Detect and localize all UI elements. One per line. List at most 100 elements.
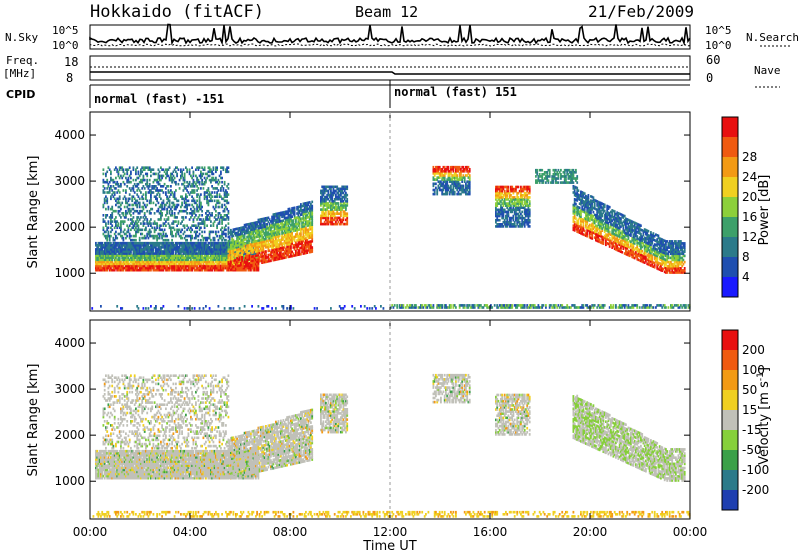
scatter-cell — [120, 182, 122, 186]
scatter-cell — [128, 266, 131, 270]
scatter-cell — [156, 258, 158, 262]
scatter-cell — [203, 266, 206, 270]
scatter-cell — [118, 268, 121, 272]
scatter-cell — [225, 250, 227, 253]
scatter-cell — [165, 256, 167, 259]
scatter-cell — [173, 176, 176, 180]
scatter-cell — [187, 258, 190, 262]
scatter-cell — [225, 244, 227, 247]
scatter-cell — [112, 262, 115, 266]
scatter-cell — [128, 166, 131, 169]
scatter-cell — [232, 234, 235, 238]
scatter-cell — [188, 203, 191, 207]
scatter-cell — [225, 224, 227, 227]
scatter-cell — [136, 241, 139, 245]
scatter-cell — [101, 241, 104, 245]
scatter-cell — [223, 254, 226, 257]
scatter-cell — [112, 248, 115, 251]
scatter-cell — [211, 268, 213, 272]
scatter-cell — [156, 241, 158, 245]
scatter-cell — [121, 254, 124, 257]
scatter-cell — [103, 254, 106, 257]
scatter-cell — [161, 258, 163, 262]
scatter-cell — [160, 262, 162, 266]
scatter-cell — [113, 266, 116, 270]
scatter-cell — [190, 252, 192, 255]
scatter-cell — [191, 166, 193, 169]
scatter-cell — [146, 218, 149, 221]
scatter-cell — [157, 244, 160, 247]
scatter-cell — [196, 262, 198, 266]
scatter-cell — [202, 264, 205, 268]
scatter-cell — [227, 222, 230, 225]
scatter-cell — [190, 248, 192, 251]
scatter-cell — [221, 258, 223, 262]
scatter-cell — [138, 246, 141, 249]
scatter-cell — [132, 266, 135, 270]
scatter-cell — [223, 246, 226, 249]
scatter-cell — [190, 250, 192, 253]
scatter-cell — [175, 252, 177, 255]
scatter-cell — [158, 193, 161, 196]
scatter-cell — [168, 262, 171, 266]
scatter-cell — [97, 268, 100, 272]
scatter-cell — [216, 260, 218, 264]
scatter-cell — [227, 201, 230, 205]
scatter-cell — [191, 248, 193, 251]
scatter-cell — [131, 266, 134, 270]
scatter-cell — [152, 168, 155, 171]
scatter-cell — [113, 260, 116, 264]
scatter-cell — [193, 260, 196, 264]
scatter-cell — [155, 203, 157, 207]
scatter-cell — [220, 241, 222, 245]
scatter-cell — [196, 264, 198, 268]
scatter-cell — [95, 266, 97, 270]
scatter-cell — [127, 244, 130, 247]
scatter-cell — [146, 246, 149, 249]
scatter-cell — [152, 258, 155, 262]
scatter-cell — [210, 241, 212, 245]
scatter-cell — [226, 254, 228, 257]
scatter-cell — [216, 241, 218, 245]
scatter-cell — [221, 266, 223, 270]
scatter-cell — [181, 254, 183, 257]
scatter-cell — [143, 244, 146, 247]
scatter-cell — [181, 201, 183, 205]
scatter-cell — [192, 262, 195, 266]
scatter-cell — [96, 266, 99, 270]
scatter-cell — [190, 256, 192, 259]
scatter-cell — [107, 220, 110, 223]
scatter-cell — [105, 256, 107, 259]
scatter-cell — [106, 197, 109, 201]
scatter-cell — [105, 264, 107, 268]
scatter-cell — [162, 264, 165, 268]
scatter-cell — [166, 264, 168, 268]
scatter-cell — [128, 250, 131, 253]
scatter-cell — [150, 266, 152, 270]
scatter-cell — [168, 264, 171, 268]
scatter-cell — [110, 256, 112, 259]
scatter-cell — [118, 250, 121, 253]
scatter-cell — [172, 234, 175, 238]
scatter-cell — [125, 244, 127, 247]
scatter-cell — [162, 254, 165, 257]
scatter-cell — [206, 224, 208, 227]
scatter-cell — [190, 266, 192, 270]
scatter-cell — [152, 252, 155, 255]
scatter-cell — [157, 248, 160, 251]
scatter-cell — [187, 241, 190, 245]
scatter-cell — [153, 254, 156, 257]
scatter-cell — [121, 252, 124, 255]
scatter-cell — [120, 244, 122, 247]
scatter-cell — [201, 241, 203, 245]
scatter-cell — [110, 264, 112, 268]
scatter-cell — [180, 244, 182, 247]
scatter-cell — [151, 264, 154, 268]
scatter-cell — [128, 244, 131, 247]
scatter-cell — [197, 258, 200, 262]
scatter-cell — [206, 244, 208, 247]
scatter-cell — [143, 241, 146, 245]
scatter-cell — [265, 250, 267, 253]
scatter-cell — [108, 266, 111, 270]
scatter-cell — [163, 260, 166, 264]
